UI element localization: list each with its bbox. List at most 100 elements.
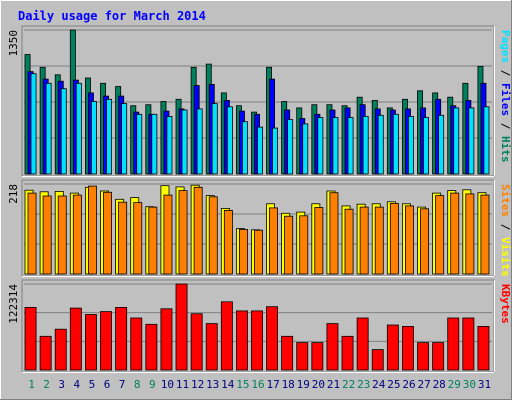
axis-label-kbytes: KBytes [499,284,512,324]
bar-kbytes-kbytes-13 [205,323,218,371]
bar-traffic-pages-30 [468,107,475,175]
bar-traffic-pages-14 [226,106,233,175]
bar-traffic-pages-18 [287,119,294,175]
bar-kbytes-kbytes-30 [462,317,475,371]
bar-traffic-pages-21 [332,117,339,175]
bar-kbytes-kbytes-5 [85,314,97,371]
x-tick-label-16: 16 [251,378,264,391]
bar-visitors-sites-15 [238,228,248,275]
x-tick-label-19: 19 [297,378,310,391]
bar-visitors-sites-17 [269,207,279,275]
bar-traffic-files-17 [269,78,275,175]
x-tick-label-7: 7 [119,378,126,391]
bar-visitors-sites-23 [359,206,369,275]
bar-kbytes-kbytes-18 [281,335,294,371]
axis-label-separator: / [499,63,512,83]
bar-visitors-sites-9 [148,206,158,275]
bar-traffic-pages-26 [407,116,414,175]
x-tick-label-23: 23 [357,378,370,391]
x-tick-label-22: 22 [342,378,355,391]
bar-kbytes-kbytes-22 [341,335,354,371]
bar-kbytes-kbytes-29 [447,317,460,371]
bar-visitors-sites-8 [133,202,143,275]
bar-traffic-pages-31 [483,106,490,175]
bar-kbytes-kbytes-20 [311,342,324,371]
bar-visitors-sites-16 [254,229,264,275]
bar-kbytes-kbytes-24 [371,349,384,371]
x-tick-label-10: 10 [161,378,174,391]
bar-traffic-pages-22 [347,117,354,175]
x-tick-label-15: 15 [236,378,249,391]
bar-kbytes-kbytes-17 [266,306,279,371]
bar-visitors-sites-22 [344,208,354,275]
bar-kbytes-kbytes-14 [220,301,233,371]
bar-visitors-sites-31 [480,194,490,275]
bar-traffic-pages-17 [272,127,278,175]
bar-kbytes-kbytes-21 [326,323,339,371]
axis-label-hits: Hits [499,136,512,163]
x-tick-label-27: 27 [417,378,430,391]
bar-traffic-pages-10 [166,116,173,175]
scale-label-visitors: 218 [7,184,20,204]
bar-traffic-pages-3 [60,88,67,175]
bar-kbytes-kbytes-26 [401,325,414,371]
x-tick-label-30: 30 [463,378,476,391]
x-tick-label-9: 9 [149,378,156,391]
x-axis-labels: 1 2 3 4 5 6 7 8 9 10 11 12 13 14 15 16 17 18 19 20 21 22 23 24 2… [28,378,491,391]
bar-visitors-sites-10 [163,194,173,275]
x-tick-label-28: 28 [433,378,446,391]
bar-traffic-pages-16 [257,126,263,175]
bar-visitors-sites-18 [284,215,294,275]
bar-visitors-sites-5 [88,185,97,275]
bar-traffic-pages-7 [121,103,128,175]
bar-traffic-pages-8 [136,113,143,175]
bar-visitors-sites-2 [42,195,52,275]
x-tick-label-26: 26 [402,378,415,391]
bar-traffic-pages-25 [392,113,399,175]
bar-traffic-pages-15 [241,121,248,175]
bar-kbytes-kbytes-12 [190,313,203,371]
scale-label-kbytes: 122314 [7,284,20,324]
bar-kbytes-kbytes-2 [39,335,52,371]
bar-kbytes-kbytes-7 [115,306,128,371]
bar-kbytes-kbytes-3 [54,328,67,371]
bar-kbytes-kbytes-11 [175,283,188,371]
x-tick-label-11: 11 [176,378,189,391]
bar-traffic-pages-1 [30,73,37,175]
bar-traffic-pages-11 [181,109,188,175]
bar-visitors-sites-20 [314,207,324,275]
x-tick-label-20: 20 [312,378,325,391]
x-tick-label-17: 17 [266,378,279,391]
axis-label-files: Files [499,83,512,116]
bar-traffic-pages-4 [75,82,82,175]
bar-traffic-pages-28 [438,114,445,175]
panel-traffic: 1350 Pages / Files / Hits [7,25,512,177]
bar-traffic-pages-27 [423,117,429,175]
x-tick-label-29: 29 [448,378,461,391]
bar-visitors-sites-25 [389,202,399,275]
bar-visitors-sites-19 [299,215,309,275]
bar-traffic-pages-29 [453,107,460,175]
axis-label-separator: / [499,116,512,136]
axis-label-kbytes: KBytes [499,284,512,324]
bar-visitors-sites-27 [420,208,430,275]
bar-traffic-pages-12 [196,108,203,175]
x-tick-label-18: 18 [282,378,295,391]
scale-label-traffic: 1350 [7,30,20,57]
bar-visitors-sites-28 [435,195,445,275]
x-tick-label-6: 6 [104,378,111,391]
bar-kbytes-kbytes-31 [477,325,490,371]
bar-visitors-sites-4 [72,194,82,275]
chart-title: Daily usage for March 2014 [18,9,206,23]
x-tick-label-31: 31 [478,378,491,391]
bar-visitors-sites-12 [193,186,203,275]
x-tick-label-25: 25 [387,378,400,391]
bar-visitors-sites-26 [404,205,414,275]
bar-traffic-pages-9 [151,113,158,175]
bar-kbytes-kbytes-19 [296,342,309,371]
bar-traffic-pages-13 [211,103,218,175]
bar-traffic-pages-6 [106,98,112,175]
bar-kbytes-kbytes-9 [145,323,158,371]
